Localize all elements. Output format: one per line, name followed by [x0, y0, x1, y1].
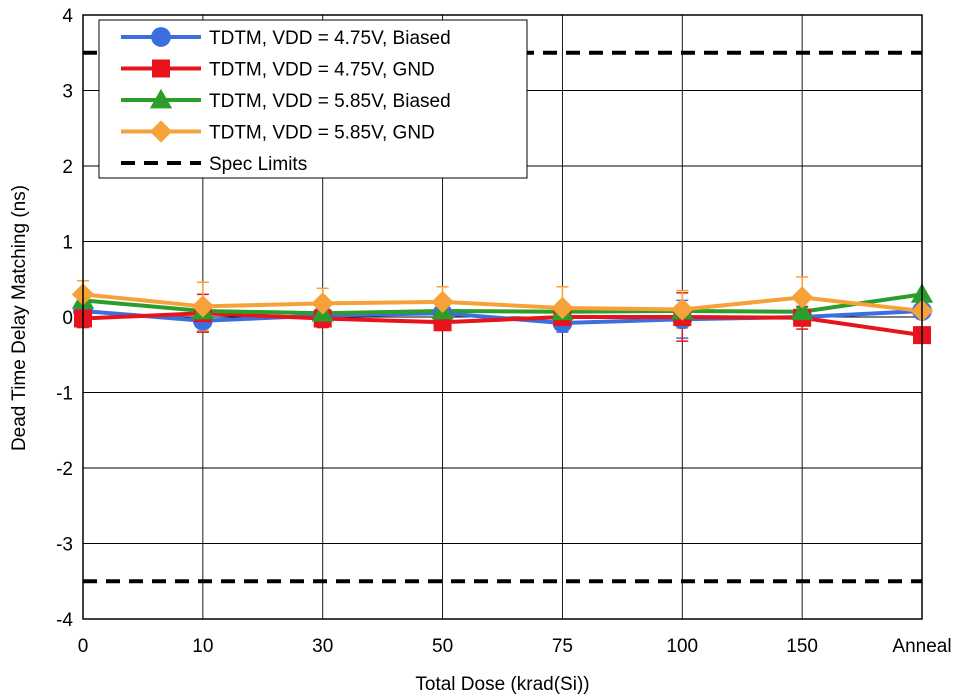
x-tick-label: 0 — [78, 636, 89, 657]
y-tick-labels: 4 3 2 1 0 -1 -2 -3 -4 — [56, 6, 73, 631]
y-tick-label: -2 — [56, 459, 73, 480]
y-axis-label: Dead Time Delay Matching (ns) — [9, 185, 30, 451]
data-point — [671, 298, 694, 321]
data-point — [311, 292, 334, 315]
data-point — [191, 295, 215, 318]
x-tick-labels: 0 10 30 50 75 100 150 Anneal — [78, 636, 952, 657]
series-line-4 — [82, 292, 923, 313]
legend-label: TDTM, VDD = 4.75V, Biased — [209, 28, 451, 49]
legend-marker — [152, 59, 170, 78]
data-point — [790, 286, 814, 309]
series-line-2 — [82, 311, 923, 338]
data-point — [551, 296, 574, 320]
legend-label: TDTM, VDD = 5.85V, GND — [209, 123, 435, 144]
plot-frame — [82, 14, 923, 620]
x-tick-label: 50 — [432, 636, 453, 657]
data-markers — [71, 283, 934, 345]
series-lines — [82, 292, 923, 338]
x-axis-label: Total Dose (krad(Si)) — [415, 674, 589, 695]
data-point — [431, 290, 454, 314]
data-point — [790, 300, 814, 321]
legend: TDTM, VDD = 4.75V, Biased TDTM, VDD = 4.7… — [98, 19, 528, 179]
x-tick-label: 30 — [312, 636, 333, 657]
x-tick-label: 10 — [192, 636, 213, 657]
y-tick-label: 1 — [62, 233, 73, 254]
y-tick-label: 4 — [62, 6, 73, 27]
series-line-3 — [82, 292, 923, 316]
y-tick-label: -3 — [56, 535, 73, 556]
y-tick-label: -1 — [56, 384, 73, 405]
y-tick-label: 0 — [62, 308, 73, 329]
y-tick-label: 3 — [62, 82, 73, 103]
legend-marker — [151, 27, 171, 47]
x-tick-label: 100 — [666, 636, 698, 657]
legend-label: TDTM, VDD = 4.75V, GND — [209, 60, 435, 81]
legend-label: Spec Limits — [209, 154, 307, 175]
y-tick-label: -4 — [56, 610, 73, 631]
x-tick-label: Anneal — [892, 636, 951, 657]
legend-label: TDTM, VDD = 5.85V, Biased — [209, 91, 451, 112]
x-tick-label: 150 — [786, 636, 818, 657]
legend-marker — [149, 120, 173, 143]
x-tick-label: 75 — [552, 636, 573, 657]
y-tick-label: 2 — [62, 157, 73, 178]
legend-marker — [149, 88, 173, 109]
